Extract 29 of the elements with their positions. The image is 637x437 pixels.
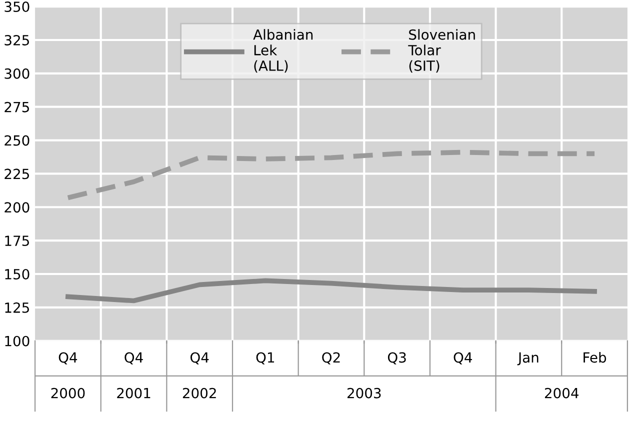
text: 2004 xyxy=(544,388,579,398)
legend-label: Slovenian Tolar (SIT) xyxy=(408,29,475,73)
x-tick-label: Q4 xyxy=(124,352,143,364)
y-tick-label: 275 xyxy=(4,102,29,112)
x-tick-label: Q1 xyxy=(256,352,274,364)
x-tick-label: Feb xyxy=(584,352,606,363)
x-tick-label: Q3 xyxy=(388,352,406,364)
y-tick-label: 325 xyxy=(4,34,29,46)
text: 2000 xyxy=(51,388,85,398)
y-tick-label: 350 xyxy=(4,2,30,12)
x-tick-label: Q4 xyxy=(454,352,472,364)
y-tick-label: 200 xyxy=(4,202,30,213)
line-series xyxy=(66,278,597,304)
y-tick-label: 175 xyxy=(5,236,29,246)
y-tick-label: 100 xyxy=(5,336,30,346)
legend-label: Albanian Lek (ALL) xyxy=(253,29,313,73)
y-tick-label: 225 xyxy=(4,168,29,180)
line-series xyxy=(66,150,597,200)
x-tick-label: Q2 xyxy=(322,352,340,364)
text: 2003 xyxy=(347,388,381,398)
y-tick-label: 125 xyxy=(5,302,29,313)
text: 2002 xyxy=(182,388,216,398)
y-tick-label: 250 xyxy=(4,135,30,146)
x-tick-label: Jan xyxy=(517,352,538,366)
y-tick-label: 300 xyxy=(4,68,30,79)
x-tick-label: Q4 xyxy=(190,352,209,364)
x-tick-label: Q4 xyxy=(58,352,78,364)
y-tick-label: 150 xyxy=(5,268,30,280)
text: 2001 xyxy=(117,388,150,398)
